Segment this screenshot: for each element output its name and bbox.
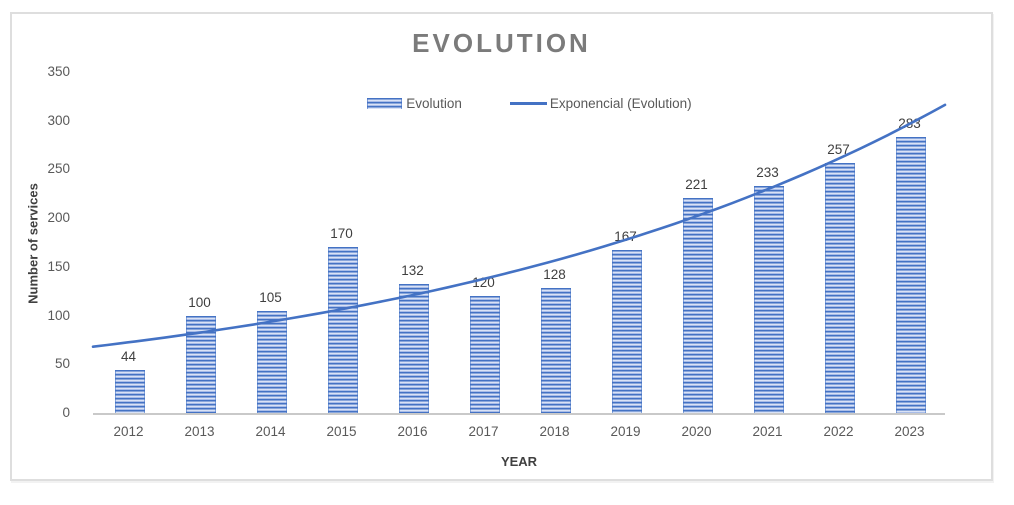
x-tick-label-2023: 2023: [894, 424, 925, 439]
bar-2012[interactable]: [114, 370, 145, 413]
bar-2021[interactable]: [753, 185, 784, 413]
chart-frame[interactable]: EVOLUTION Evolution Exponencial (Evoluti…: [10, 12, 993, 481]
bar-series-swatch-icon: [367, 98, 403, 109]
chart-title: EVOLUTION: [412, 28, 591, 58]
bar-value-label-2017: 120: [472, 275, 495, 291]
bar-2020[interactable]: [682, 197, 713, 413]
bar-2015[interactable]: [327, 247, 358, 413]
y-tick-label-50: 50: [54, 356, 70, 372]
bar-value-label-2012: 44: [120, 349, 137, 365]
x-axis-line: [93, 413, 945, 415]
bar-value-label-2014: 105: [259, 289, 282, 305]
x-tick-label-2015: 2015: [326, 424, 357, 439]
legend: Evolution Exponencial (Evolution): [40, 96, 1014, 111]
bar-2017[interactable]: [469, 296, 500, 413]
y-tick-label-100: 100: [47, 307, 70, 323]
x-tick-label-2017: 2017: [468, 424, 499, 439]
x-axis-title: YEAR: [500, 454, 538, 469]
bar-value-label-2022: 257: [827, 141, 850, 157]
y-tick-label-0: 0: [62, 405, 70, 420]
bar-2018[interactable]: [540, 288, 571, 413]
bar-value-label-2019: 167: [614, 229, 637, 245]
x-tick-label-2016: 2016: [397, 424, 428, 439]
y-tick-label-250: 250: [47, 161, 70, 177]
bar-2013[interactable]: [185, 315, 216, 413]
x-tick-label-2013: 2013: [184, 424, 215, 439]
bar-value-label-2016: 132: [401, 263, 424, 279]
legend-label-evolution: Evolution: [406, 96, 462, 111]
x-tick-label-2021: 2021: [752, 424, 783, 439]
y-tick-label-150: 150: [47, 258, 70, 274]
legend-item-evolution[interactable]: Evolution: [367, 96, 462, 111]
y-tick-label-350: 350: [47, 64, 70, 79]
x-tick-label-2012: 2012: [113, 424, 144, 439]
x-tick-label-2020: 2020: [681, 424, 712, 439]
bar-value-label-2023: 283: [898, 116, 921, 132]
bar-value-label-2015: 170: [330, 226, 353, 242]
bar-2023[interactable]: [895, 137, 926, 413]
bar-2016[interactable]: [398, 284, 429, 413]
bar-value-label-2018: 128: [543, 267, 566, 283]
bar-value-label-2021: 233: [756, 164, 779, 180]
bar-2019[interactable]: [611, 250, 642, 413]
bar-2022[interactable]: [824, 162, 855, 413]
bar-value-label-2013: 100: [188, 294, 211, 310]
y-tick-label-300: 300: [47, 112, 70, 128]
trendline-swatch-icon: [509, 102, 547, 105]
legend-label-trendline: Exponencial (Evolution): [549, 96, 692, 111]
bar-value-label-2020: 221: [685, 176, 708, 192]
x-tick-label-2014: 2014: [255, 424, 286, 439]
x-tick-label-2019: 2019: [610, 424, 641, 439]
x-tick-label-2022: 2022: [823, 424, 854, 439]
legend-item-trendline[interactable]: Exponencial (Evolution): [509, 96, 692, 111]
x-tick-label-2018: 2018: [539, 424, 570, 439]
bar-2014[interactable]: [256, 310, 287, 413]
y-tick-label-200: 200: [47, 210, 70, 226]
y-axis-title: Number of services: [25, 183, 41, 304]
